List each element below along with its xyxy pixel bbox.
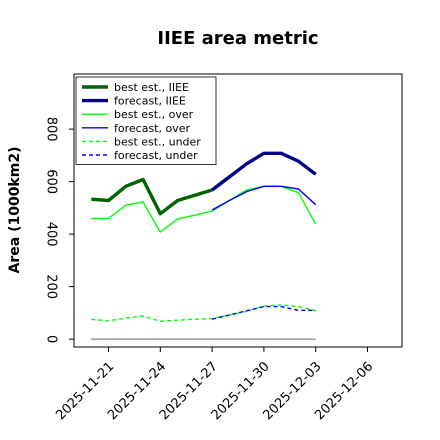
series-line-2	[211, 151, 317, 192]
y-tick-label: 400	[44, 222, 59, 247]
series-line-6	[211, 305, 316, 320]
chart-title: IIEE area metric	[157, 28, 318, 49]
series-line-4	[211, 185, 317, 211]
y-tick-label: 800	[44, 117, 59, 142]
series-layer	[91, 151, 317, 322]
legend-label: forecast, under	[114, 149, 198, 162]
plot-frame	[73, 73, 403, 348]
legend-label: forecast, over	[114, 122, 190, 135]
y-tick-label: 0	[44, 335, 59, 343]
legend-label: best est., over	[114, 108, 194, 121]
legend-label: best est., IIEE	[114, 81, 189, 94]
y-axis-label: Area (1000km2)	[7, 147, 23, 274]
series-line-1	[91, 177, 213, 216]
y-tick-label: 600	[44, 169, 59, 194]
legend-label: forecast, IIEE	[114, 95, 186, 108]
legend-box	[75, 76, 217, 165]
legend-label: best est., under	[114, 135, 201, 148]
y-tick-label: 200	[44, 274, 59, 299]
series-line-5	[91, 304, 316, 322]
